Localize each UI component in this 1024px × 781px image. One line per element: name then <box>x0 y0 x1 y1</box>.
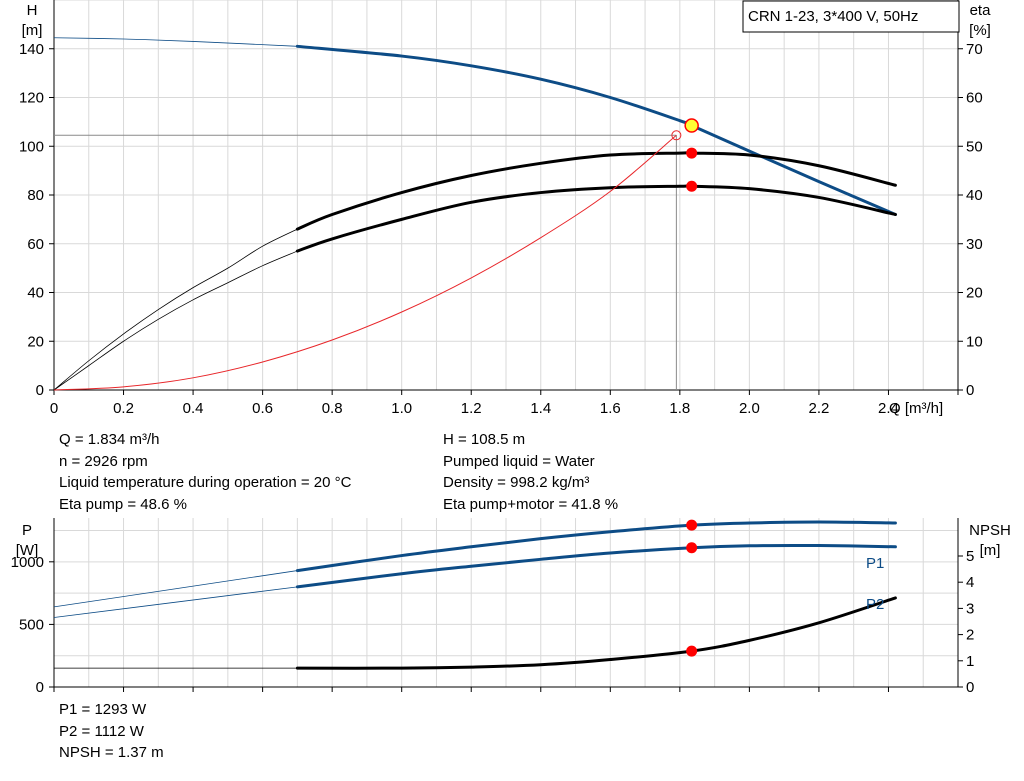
series-eta-pump-extrapolated-line <box>53 228 298 391</box>
npsh-tick-label: 3 <box>966 600 974 617</box>
h-tick-label: 100 <box>19 138 44 155</box>
x-tick-label: 1.0 <box>391 400 412 417</box>
x-tick-label: 0.8 <box>322 400 343 417</box>
x-tick-label: 1.8 <box>669 400 690 417</box>
axis-labels: H [m] eta [%] Q [m³/h] P [W] NPSH [m] P1… <box>16 2 1011 613</box>
series-h-extrapolated-line <box>53 37 298 47</box>
x-tick-label: 2.2 <box>808 400 829 417</box>
eta-tick-label: 50 <box>966 138 983 155</box>
p-tick-label: 500 <box>19 616 44 633</box>
x-tick-label: 1.2 <box>461 400 482 417</box>
power-info: P1 = 1293 W P2 = 1112 W NPSH = 1.37 m <box>59 699 164 764</box>
eta-axis-label: eta <box>970 2 992 19</box>
head-chart-grid <box>54 0 958 390</box>
operating-info-left: Q = 1.834 m³/h n = 2926 rpm Liquid tempe… <box>59 429 351 515</box>
eta-axis-unit: [%] <box>969 22 991 39</box>
eta-tick-label: 0 <box>966 382 974 399</box>
series-p1-extrapolated-line <box>53 570 298 608</box>
npsh-axis-unit: [m] <box>980 542 1001 559</box>
info-density: Density = 998.2 kg/m³ <box>443 474 590 491</box>
operating-info-right: H = 108.5 m Pumped liquid = Water Densit… <box>443 429 618 515</box>
h-tick-label: 20 <box>27 333 44 350</box>
npsh-tick-label: 1 <box>966 653 974 670</box>
info-pumped-liquid: Pumped liquid = Water <box>443 452 595 470</box>
h-axis-unit: [m] <box>22 22 43 39</box>
x-tick-label: 0 <box>50 400 58 417</box>
series-lines <box>53 37 897 670</box>
info-p2: P2 = 1112 W <box>59 722 144 740</box>
p2-series-label: P2 <box>866 596 884 613</box>
h-tick-label: 40 <box>27 285 44 302</box>
x-tick-label: 2.4 <box>878 400 899 417</box>
info-eta-pump: Eta pump = 48.6 % <box>59 495 187 513</box>
eta-tick-label: 10 <box>966 333 983 350</box>
series-p2-line <box>295 543 897 589</box>
info-p1: P1 = 1293 W <box>59 701 147 718</box>
h-tick-label: 120 <box>19 90 44 107</box>
duty-point-marker <box>686 542 698 554</box>
pump-title: CRN 1-23, 3*400 V, 50Hz <box>748 8 918 25</box>
axes: 0 0.2 0.4 0.6 0.8 1.0 1.2 1.4 1.6 1.8 2.0 2.2 2.4020… <box>11 0 983 696</box>
series-eta-total-line <box>295 184 897 253</box>
p-tick-label: 1000 <box>11 554 44 571</box>
p1-series-label: P1 <box>866 555 884 572</box>
operating-point-marker <box>684 118 699 133</box>
pump-title-box: CRN 1-23, 3*400 V, 50Hz <box>742 0 960 33</box>
x-tick-label: 1.6 <box>600 400 621 417</box>
npsh-tick-label: 2 <box>966 627 974 644</box>
npsh-tick-label: 4 <box>966 574 974 591</box>
x-tick-label: 0.6 <box>252 400 273 417</box>
series-system-line <box>53 134 677 391</box>
series-npsh-line <box>295 596 897 670</box>
series-p2-extrapolated-line <box>53 586 298 618</box>
h-tick-label: 80 <box>27 187 44 204</box>
p-axis-unit: [W] <box>16 542 39 559</box>
markers <box>671 118 699 657</box>
duty-point-marker <box>686 147 698 159</box>
eta-tick-label: 40 <box>966 187 983 204</box>
eta-tick-label: 20 <box>966 285 983 302</box>
info-eta-total: Eta pump+motor = 41.8 % <box>443 495 619 513</box>
p-axis-label: P <box>22 522 32 539</box>
q-axis-label: Q [m³/h] <box>889 400 943 417</box>
duty-point-marker <box>686 645 698 657</box>
x-tick-label: 0.2 <box>113 400 134 417</box>
p-tick-label: 0 <box>36 679 44 696</box>
eta-tick-label: 70 <box>966 41 983 58</box>
x-tick-label: 2.0 <box>739 400 760 417</box>
npsh-tick-label: 5 <box>966 548 974 565</box>
eta-tick-label: 30 <box>966 236 983 253</box>
system-point-marker <box>671 130 682 141</box>
info-speed: n = 2926 rpm <box>59 452 148 470</box>
x-tick-label: 1.4 <box>530 400 551 417</box>
duty-point-marker <box>686 519 698 531</box>
h-tick-label: 0 <box>36 382 44 399</box>
series-h-line <box>295 44 897 216</box>
series-p1-line <box>295 520 897 573</box>
eta-tick-label: 60 <box>966 90 983 107</box>
h-tick-label: 60 <box>27 236 44 253</box>
series-eta-total-extrapolated-line <box>53 250 298 391</box>
series-eta-pump-line <box>295 151 897 231</box>
info-npsh: NPSH = 1.37 m <box>59 744 164 761</box>
info-liquid-temperature: Liquid temperature during operation = 20… <box>59 474 352 491</box>
duty-point-marker <box>686 180 698 192</box>
x-tick-label: 0.4 <box>183 400 204 417</box>
info-flow: Q = 1.834 m³/h <box>59 431 160 448</box>
npsh-axis-label: NPSH <box>969 522 1011 539</box>
h-axis-label: H <box>27 2 38 19</box>
h-tick-label: 140 <box>19 41 44 58</box>
npsh-tick-label: 0 <box>966 679 974 696</box>
info-head: H = 108.5 m <box>443 431 526 448</box>
